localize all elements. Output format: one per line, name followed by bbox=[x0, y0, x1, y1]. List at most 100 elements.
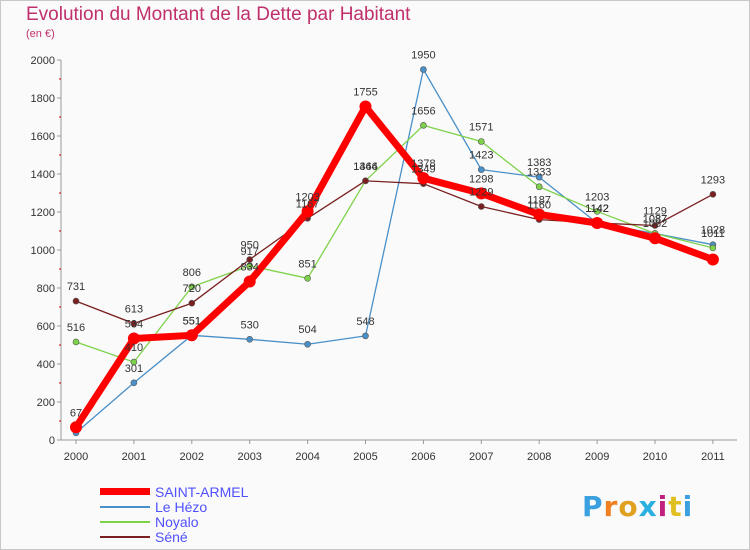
legend-item-noyalo: Noyalo bbox=[100, 513, 248, 530]
data-label-s-n-: 613 bbox=[125, 304, 143, 316]
data-point-saint-armel bbox=[185, 329, 198, 342]
x-tick-label: 2004 bbox=[295, 451, 319, 463]
legend-swatch bbox=[100, 520, 150, 523]
data-point-saint-armel bbox=[706, 253, 719, 266]
series-line-saint-armel bbox=[72, 103, 717, 431]
data-point-noyalo bbox=[477, 138, 485, 145]
data-label-saint-armel: 834 bbox=[241, 262, 259, 274]
data-label-s-n-: 1229 bbox=[469, 186, 493, 198]
x-tick-label: 2009 bbox=[585, 451, 609, 463]
data-point-noyalo bbox=[709, 244, 717, 252]
data-point-le-h-zo bbox=[130, 379, 138, 387]
legend-item-s-n-: Séné bbox=[100, 528, 248, 545]
y-tick-label: 200 bbox=[37, 397, 55, 409]
data-point-le-h-zo bbox=[246, 335, 253, 343]
data-label-noyalo: 410 bbox=[125, 342, 143, 354]
data-label-saint-armel: 1142 bbox=[585, 203, 609, 215]
data-label-saint-armel: 1203 bbox=[295, 191, 319, 203]
chart-title: Evolution du Montant de la Dette par Hab… bbox=[26, 4, 411, 25]
data-point-saint-armel bbox=[591, 217, 604, 230]
data-label-le-h-zo: 504 bbox=[298, 324, 316, 336]
data-label-saint-armel: 534 bbox=[125, 319, 143, 331]
data-label-le-h-zo: 1950 bbox=[411, 50, 435, 62]
data-point-s-n- bbox=[362, 177, 369, 185]
y-tick-label: 1600 bbox=[31, 131, 55, 143]
data-point-s-n- bbox=[72, 297, 80, 305]
data-label-s-n-: 1129 bbox=[643, 205, 667, 217]
data-point-s-n- bbox=[709, 191, 717, 198]
data-point-noyalo bbox=[593, 208, 601, 215]
data-point-saint-armel bbox=[127, 332, 140, 345]
data-label-noyalo: 1571 bbox=[469, 122, 493, 134]
legend-swatch bbox=[100, 488, 150, 495]
x-tick-label: 2003 bbox=[237, 451, 261, 463]
data-point-noyalo bbox=[72, 338, 80, 346]
data-label-noyalo: 516 bbox=[67, 322, 85, 334]
data-point-s-n- bbox=[246, 256, 253, 263]
data-label-s-n-: 1142 bbox=[585, 203, 609, 215]
y-tick-label: 1200 bbox=[31, 207, 55, 219]
data-point-le-h-zo bbox=[477, 166, 485, 173]
data-point-le-h-zo bbox=[362, 332, 369, 340]
data-label-s-n-: 1293 bbox=[701, 174, 725, 186]
data-label-le-h-zo: 1087 bbox=[643, 213, 667, 225]
legend-label: SAINT-ARMEL bbox=[155, 483, 249, 500]
x-tick-label: 2011 bbox=[701, 451, 725, 463]
data-point-saint-armel bbox=[243, 275, 256, 288]
legend-label: Noyalo bbox=[155, 513, 199, 530]
data-label-noyalo: 1087 bbox=[643, 213, 667, 225]
proxiti-logo: Proxiti bbox=[582, 490, 694, 523]
data-label-le-h-zo: 548 bbox=[356, 316, 374, 328]
data-label-saint-armel: 1062 bbox=[643, 218, 667, 230]
data-label-le-h-zo: 301 bbox=[125, 363, 143, 375]
data-label-saint-armel: 1755 bbox=[353, 87, 377, 99]
data-point-saint-armel bbox=[417, 172, 430, 185]
y-tick-label: 2000 bbox=[31, 55, 55, 67]
data-point-noyalo bbox=[304, 275, 311, 282]
legend-label: Le Hézo bbox=[155, 498, 208, 515]
data-point-s-n- bbox=[130, 320, 138, 327]
y-tick-label: 1400 bbox=[31, 169, 55, 181]
data-label-s-n-: 950 bbox=[241, 240, 259, 252]
data-label-noyalo: 1011 bbox=[701, 228, 725, 240]
data-label-le-h-zo: 1383 bbox=[527, 157, 551, 169]
y-tick-label: 600 bbox=[37, 321, 55, 333]
data-label-noyalo: 1333 bbox=[527, 167, 551, 179]
data-label-le-h-zo: 551 bbox=[183, 315, 201, 327]
data-label-le-h-zo: 530 bbox=[241, 319, 259, 331]
y-tick-label: 1800 bbox=[31, 93, 55, 105]
data-label-le-h-zo: 1028 bbox=[701, 225, 725, 237]
data-label-noyalo: 1656 bbox=[411, 105, 435, 117]
legend-swatch bbox=[100, 505, 150, 508]
x-tick-label: 2007 bbox=[469, 451, 493, 463]
data-point-s-n- bbox=[477, 203, 485, 210]
data-label-s-n-: 1167 bbox=[296, 198, 320, 210]
data-point-saint-armel bbox=[649, 232, 661, 245]
y-tick-label: 0 bbox=[49, 435, 55, 447]
legend-label: Séné bbox=[155, 528, 188, 545]
y-tick-label: 400 bbox=[37, 359, 55, 371]
data-label-le-h-zo: 1142 bbox=[585, 203, 609, 215]
data-point-saint-armel bbox=[301, 205, 314, 218]
legend-item-le-h-zo: Le Hézo bbox=[100, 498, 248, 515]
data-label-s-n-: 1446 bbox=[353, 161, 377, 173]
data-label-noyalo: 1364 bbox=[353, 161, 377, 173]
data-point-le-h-zo bbox=[535, 173, 543, 181]
data-label-s-n-: 731 bbox=[67, 281, 85, 293]
y-tick-label: 800 bbox=[37, 283, 55, 295]
data-point-noyalo bbox=[535, 183, 543, 191]
data-point-le-h-zo bbox=[420, 66, 427, 73]
legend-swatch bbox=[100, 535, 150, 538]
data-label-saint-armel: 1298 bbox=[469, 173, 493, 185]
data-point-noyalo bbox=[420, 122, 427, 129]
chart-legend: SAINT-ARMEL Le Hézo Noyalo Séné bbox=[100, 483, 249, 545]
y-tick-label: 1000 bbox=[31, 245, 55, 257]
data-label-noyalo: 917 bbox=[241, 246, 259, 258]
data-point-saint-armel bbox=[359, 100, 372, 113]
data-label-s-n-: 1160 bbox=[527, 200, 551, 212]
x-tick-label: 2008 bbox=[527, 451, 551, 463]
data-point-noyalo bbox=[188, 283, 196, 291]
x-tick-label: 2005 bbox=[353, 451, 377, 463]
data-label-saint-armel: 67 bbox=[70, 407, 82, 419]
data-point-saint-armel bbox=[533, 208, 546, 221]
